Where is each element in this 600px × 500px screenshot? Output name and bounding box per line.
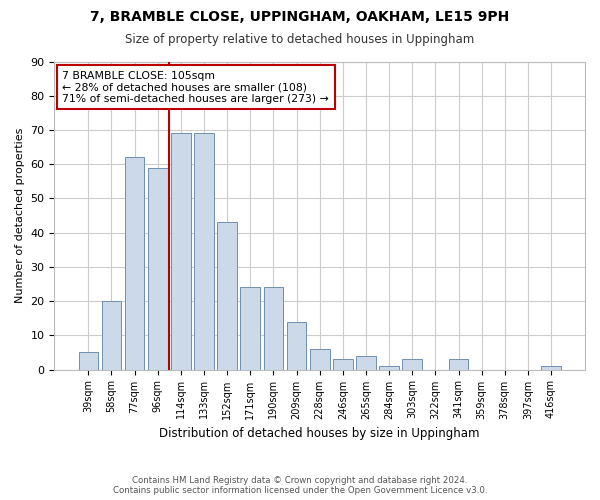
- Bar: [148, 168, 167, 370]
- Text: Contains HM Land Registry data © Crown copyright and database right 2024.
Contai: Contains HM Land Registry data © Crown c…: [113, 476, 487, 495]
- Bar: [310, 349, 329, 370]
- Bar: [101, 301, 121, 370]
- Bar: [241, 288, 260, 370]
- Bar: [171, 134, 191, 370]
- Bar: [263, 288, 283, 370]
- Bar: [403, 360, 422, 370]
- Bar: [449, 360, 469, 370]
- Bar: [333, 360, 353, 370]
- Bar: [79, 352, 98, 370]
- Bar: [541, 366, 561, 370]
- Text: 7 BRAMBLE CLOSE: 105sqm
← 28% of detached houses are smaller (108)
71% of semi-d: 7 BRAMBLE CLOSE: 105sqm ← 28% of detache…: [62, 70, 329, 104]
- Bar: [194, 134, 214, 370]
- Bar: [287, 322, 307, 370]
- Text: Size of property relative to detached houses in Uppingham: Size of property relative to detached ho…: [125, 32, 475, 46]
- Bar: [356, 356, 376, 370]
- X-axis label: Distribution of detached houses by size in Uppingham: Distribution of detached houses by size …: [160, 427, 480, 440]
- Bar: [125, 158, 145, 370]
- Y-axis label: Number of detached properties: Number of detached properties: [15, 128, 25, 303]
- Bar: [379, 366, 399, 370]
- Bar: [217, 222, 237, 370]
- Text: 7, BRAMBLE CLOSE, UPPINGHAM, OAKHAM, LE15 9PH: 7, BRAMBLE CLOSE, UPPINGHAM, OAKHAM, LE1…: [91, 10, 509, 24]
